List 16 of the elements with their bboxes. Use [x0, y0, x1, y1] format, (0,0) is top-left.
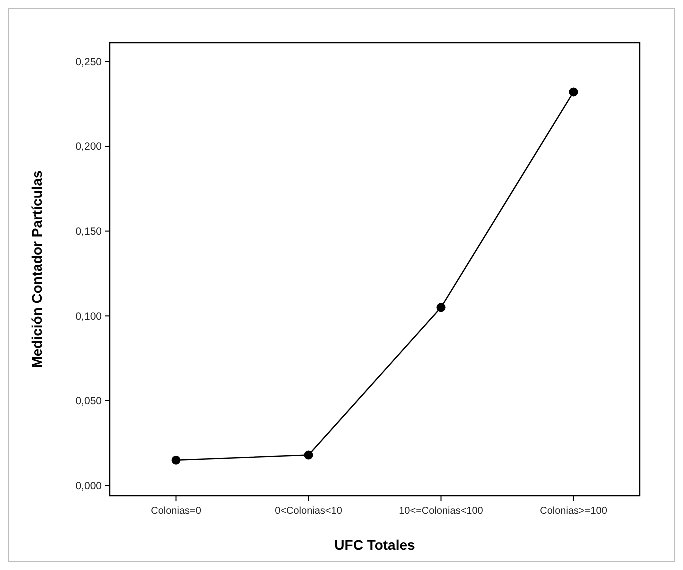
x-axis-title: UFC Totales [334, 537, 416, 553]
point [569, 88, 578, 97]
x-tick-label: 10<=Colonias<100 [399, 506, 484, 517]
x-tick-label: Colonias=0 [151, 506, 202, 517]
y-tick-label: 0,250 [76, 56, 102, 68]
y-tick-label: 0,150 [76, 226, 102, 238]
x-tick-label: Colonias>=100 [540, 506, 608, 517]
point [304, 450, 314, 460]
x-tick-label: 0<Colonias<10 [275, 506, 343, 517]
y-tick-label: 0,100 [76, 310, 102, 323]
y-tick-label: 0,000 [76, 480, 102, 492]
y-tick-label: 0,200 [76, 141, 102, 154]
y-axis-title: Medición Contador Partículas [29, 170, 45, 368]
point [436, 303, 446, 312]
point [172, 456, 181, 465]
y-tick-label: 0,050 [76, 396, 102, 408]
